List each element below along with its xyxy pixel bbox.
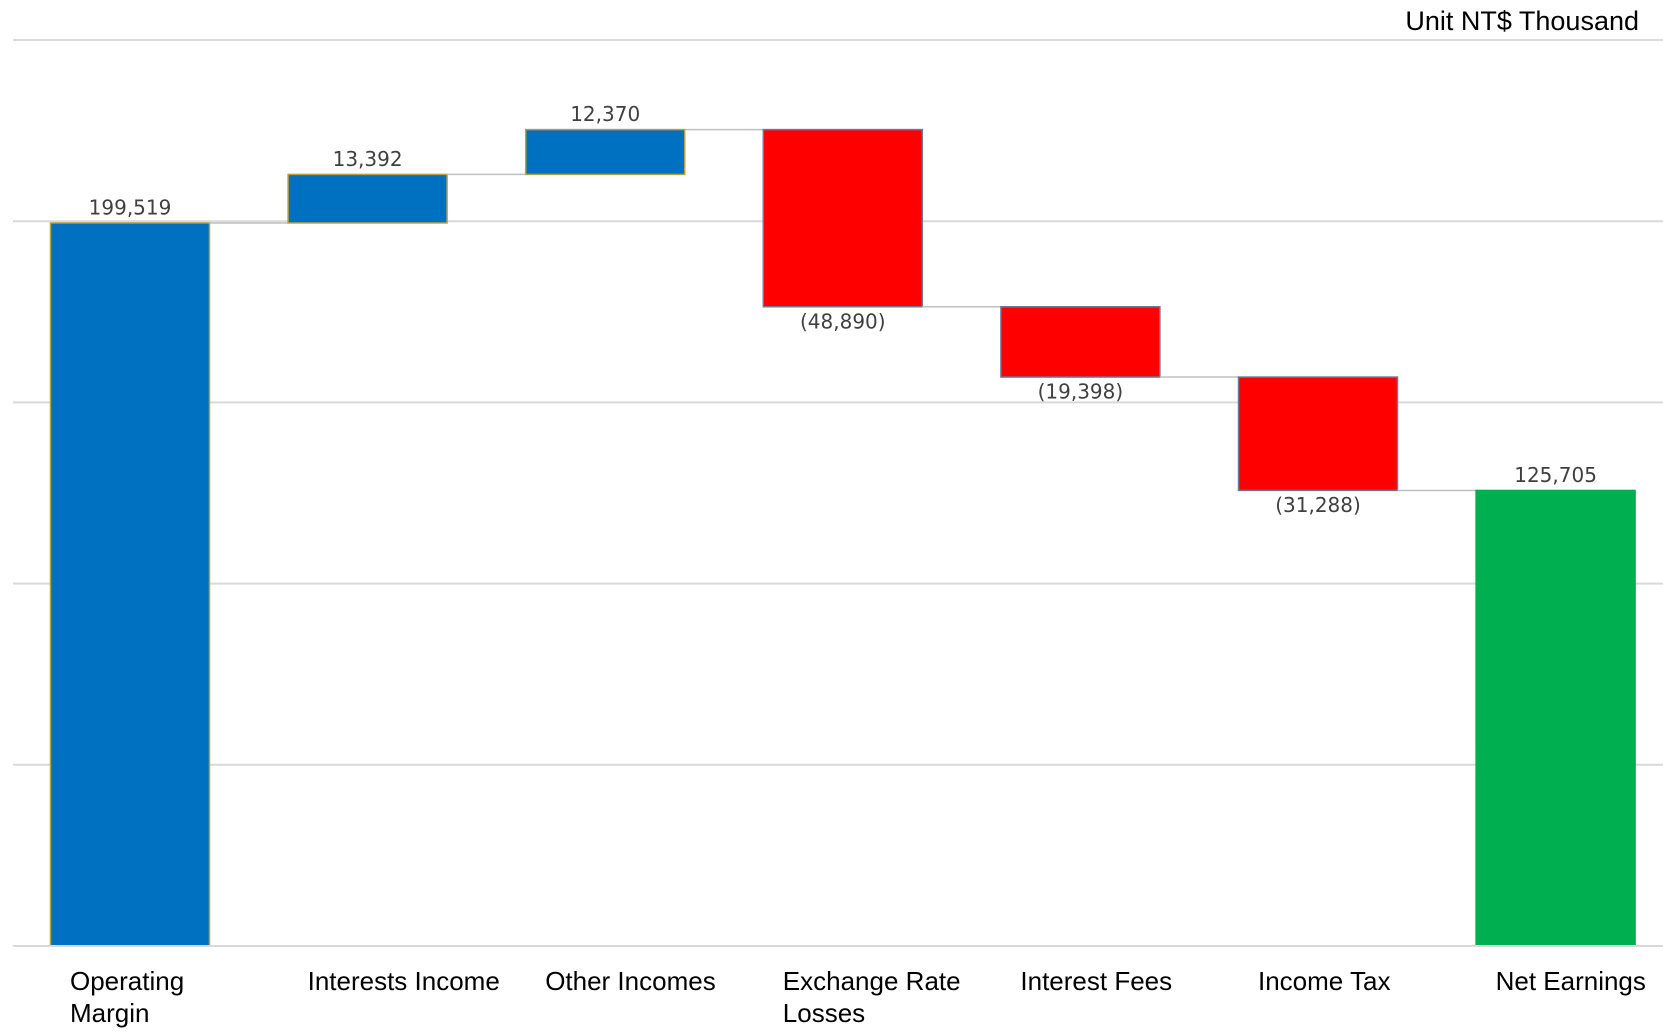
bar xyxy=(524,128,686,176)
value-label: 12,370 xyxy=(570,102,640,126)
bar xyxy=(1237,376,1399,492)
x-tick-label: Net Earnings xyxy=(1495,966,1646,996)
bar xyxy=(49,222,211,947)
value-label: 13,392 xyxy=(333,147,403,171)
bar xyxy=(287,173,448,224)
x-tick-label: Operating Margin xyxy=(70,966,185,1028)
value-label: (19,398) xyxy=(1038,380,1124,404)
x-tick-label: Interests Income xyxy=(307,966,500,996)
x-tick-label: Other Incomes xyxy=(545,966,716,996)
x-tick-label: Income Tax xyxy=(1258,966,1391,996)
bar xyxy=(1000,306,1161,378)
value-label: (31,288) xyxy=(1275,493,1361,517)
bar xyxy=(762,128,924,308)
value-label: 199,519 xyxy=(89,195,172,219)
bar xyxy=(1475,489,1636,947)
value-label: (48,890) xyxy=(800,309,886,333)
x-tick-label: Exchange Rate Losses xyxy=(782,966,961,1028)
value-label: 125,705 xyxy=(1514,463,1597,487)
unit-label: Unit NT$ Thousand xyxy=(1405,6,1639,36)
x-tick-label: Interest Fees xyxy=(1020,966,1173,996)
